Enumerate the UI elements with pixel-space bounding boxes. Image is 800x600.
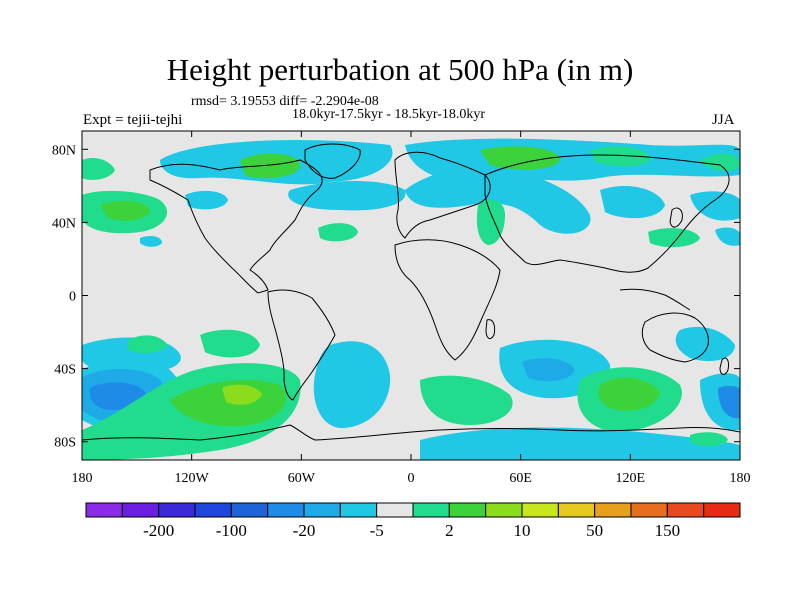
contour-cyan-siberia (715, 227, 740, 246)
colorbar-label: -5 (370, 521, 384, 540)
contour-green-westcoast (82, 158, 115, 180)
lat-tick-label: 80N (52, 143, 76, 158)
contour-green-north-pacific-low (200, 329, 260, 358)
coast-indonesia (619, 288, 691, 311)
contour-blue-south-pacific-east (718, 385, 740, 419)
lon-tick-label: 60W (288, 471, 316, 486)
coast-europe (394, 151, 491, 239)
coast-greenland (304, 143, 361, 179)
experiment-label: Expt = tejii-tejhi (83, 112, 183, 128)
coast-new-zealand (719, 357, 729, 375)
contour-fills (82, 138, 740, 460)
colorbar-box (630, 502, 668, 518)
contour-blue-south-indian (522, 358, 575, 382)
colorbar-box (521, 502, 559, 518)
contour-cyan-north-atlantic (288, 181, 406, 211)
colorbar-box (230, 502, 269, 518)
lat-tick-label: 80S (54, 436, 76, 451)
colorbar-box (194, 502, 232, 518)
lon-tick-label: 120W (175, 471, 210, 486)
lat-tick-label: 40S (54, 363, 76, 378)
colorbar-box (666, 502, 705, 518)
contour-cyan-pacific-small (140, 235, 162, 247)
contour-cyan-asia (600, 185, 665, 219)
contour-green-atlantic-mid (318, 223, 358, 242)
lon-tick-label: 0 (408, 471, 415, 486)
coastlines (82, 143, 740, 441)
contour-cyan-europe-trough (405, 166, 591, 234)
axis-ticks: 80N 40N 0 40S 80S 180 120W 60W 0 60E 120E 180 (52, 131, 751, 486)
lon-tick-label: 120E (616, 471, 646, 486)
colorbar-box (303, 502, 341, 518)
colorbar-label: -100 (216, 521, 247, 540)
colorbar-box (485, 502, 523, 518)
colorbar-label: -20 (293, 521, 316, 540)
colorbar-box (594, 502, 632, 518)
colorbar-box (85, 502, 123, 518)
contour-green-arctic-2 (480, 146, 560, 170)
contour-green-antarctic-east (690, 432, 728, 447)
lat-tick-label: 40N (52, 216, 76, 231)
contour-green-arctic-4 (700, 153, 740, 172)
contour-green-arctic-1 (240, 153, 300, 179)
coast-south-america (267, 289, 336, 401)
colorbar-box (267, 502, 305, 518)
colorbar-box (158, 502, 196, 518)
colorbar-box (376, 502, 414, 518)
colorbar-box (412, 502, 450, 518)
contour-yellow-south-pacific (222, 384, 262, 405)
coast-north-america (149, 159, 323, 294)
coast-antarctica (82, 424, 740, 441)
coast-australia (641, 312, 709, 363)
map-title: Height perturbation at 500 hPa (in m) (166, 52, 634, 87)
colorbar-label: 150 (655, 521, 681, 540)
contour-cyan-canada (185, 190, 228, 210)
contour-green-north-pacific-core (100, 200, 150, 221)
colorbar-label: 10 (514, 521, 531, 540)
contour-green-china (648, 228, 700, 248)
contour-green-south-indian-east-core (598, 377, 660, 411)
lat-tick-label: 0 (69, 290, 76, 305)
contour-cyan-australia-east (675, 326, 735, 362)
colorbar-box (121, 502, 160, 518)
contour-green-arctic-3 (590, 146, 650, 167)
colorbar-label: 50 (586, 521, 603, 540)
coast-japan (669, 207, 683, 228)
coast-africa (394, 239, 501, 361)
contour-green-caspian (476, 199, 505, 245)
contour-cyan-antarctic (420, 427, 740, 460)
season-label: JJA (712, 112, 735, 128)
contour-cyan-pacific-east (690, 191, 740, 221)
colorbar-box (448, 502, 487, 518)
colorbar-label: -200 (143, 521, 174, 540)
coast-asia (484, 154, 730, 273)
lon-tick-label: 180 (730, 471, 751, 486)
lon-tick-label: 60E (509, 471, 532, 486)
contour-green-south-indian (420, 375, 513, 425)
lon-tick-label: 180 (72, 471, 93, 486)
coast-madagascar (485, 319, 496, 340)
contour-green-kidney (128, 335, 168, 354)
colorbar-label: 2 (445, 521, 454, 540)
stats-text: rmsd= 3.19553 diff= -2.2904e-08 (191, 94, 379, 109)
contour-cyan-south-atlantic (313, 341, 391, 429)
period-text: 18.0kyr-17.5kyr - 18.5kyr-18.0kyr (292, 107, 486, 122)
colorbar-box (339, 502, 378, 518)
contour-blue-south-pacific-core (89, 382, 146, 410)
colorbar-box (557, 502, 596, 518)
colorbar-box (703, 502, 741, 518)
